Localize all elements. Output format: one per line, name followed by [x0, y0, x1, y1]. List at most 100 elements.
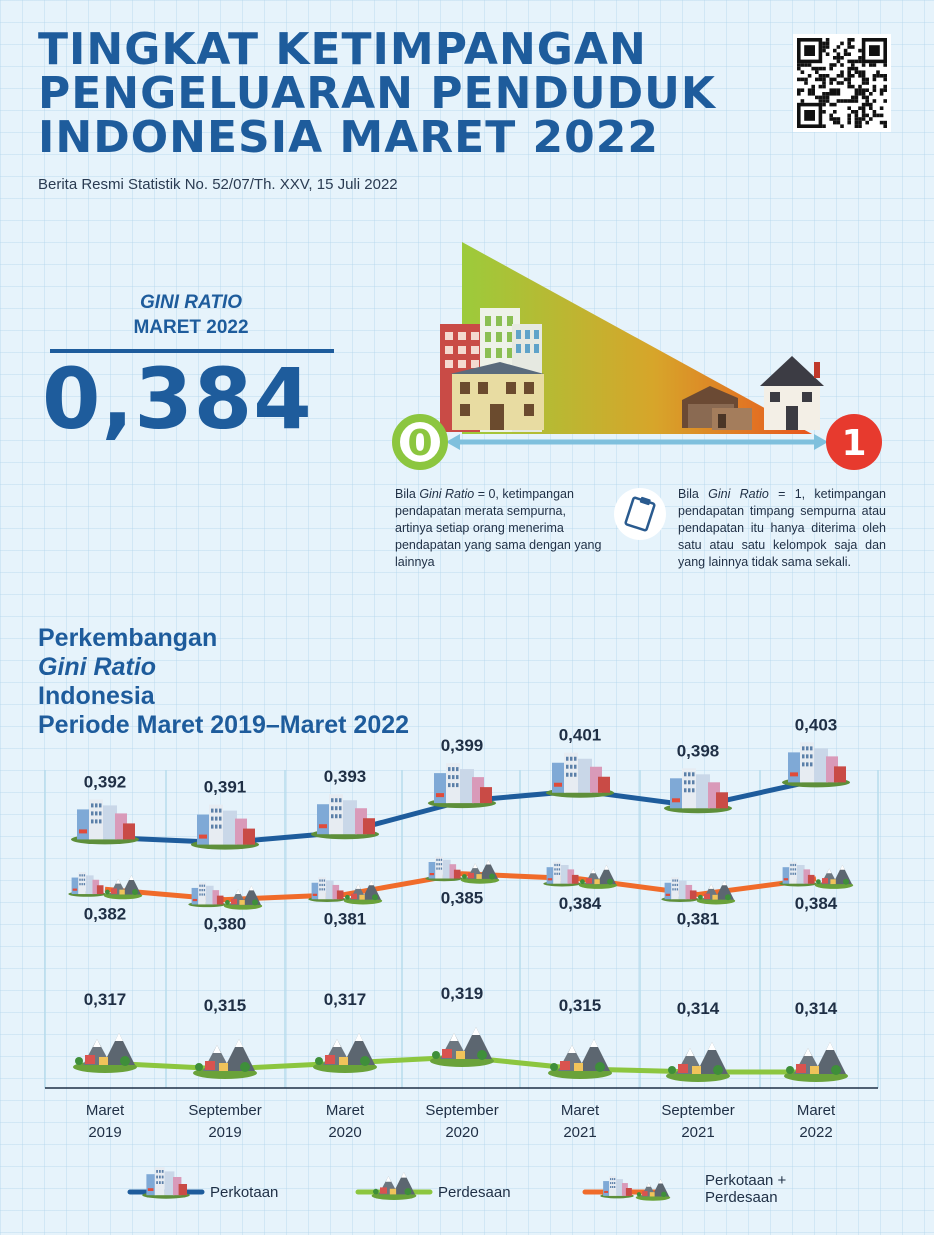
city-village-icon	[425, 856, 500, 884]
desc-gini-zero: Bila Gini Ratio = 0, ketimpangan pendapa…	[395, 486, 605, 571]
title-line-3: INDONESIA MARET 2022	[38, 112, 660, 163]
city-icon	[661, 877, 699, 902]
x-tick-label: September	[188, 1102, 261, 1119]
point-label-total: 0,381	[324, 909, 367, 928]
gini-divider	[50, 349, 334, 353]
section-title-post: Indonesia	[38, 682, 155, 710]
city-buildings-icon	[440, 308, 544, 432]
zero-label: 0	[407, 423, 432, 464]
x-tick-label: September	[661, 1102, 734, 1119]
point-label-perkotaan: 0,399	[441, 736, 484, 755]
village-icon	[635, 1179, 671, 1201]
point-label-perkotaan: 0,392	[84, 772, 127, 791]
desc-zero-pre: Bila	[395, 487, 420, 501]
point-label-total: 0,381	[677, 909, 720, 928]
gini-value: 0,384	[42, 350, 313, 448]
gini-label: GINI RATIO MARET 2022	[50, 290, 332, 340]
village-icon	[578, 864, 618, 889]
city-village-icon	[188, 882, 263, 910]
village-icon	[223, 885, 263, 910]
point-label-total: 0,380	[204, 915, 247, 934]
point-label-total: 0,384	[559, 894, 602, 913]
city-village-icon	[600, 1176, 671, 1201]
village-icon	[193, 1039, 257, 1079]
legend-item: Perkotaan	[127, 1167, 278, 1201]
desc-gini-one: Bila Gini Ratio = 1, ketimpangan pendapa…	[678, 486, 886, 571]
one-marker	[826, 414, 882, 470]
desc-one-pre: Bila	[678, 487, 709, 501]
point-label-perdesaan: 0,314	[677, 999, 720, 1018]
city-village-icon	[661, 877, 736, 905]
x-tick-label: September	[425, 1102, 498, 1119]
point-label-perdesaan: 0,317	[84, 990, 127, 1009]
point-label-perdesaan: 0,317	[324, 990, 367, 1009]
village-icon	[814, 864, 854, 889]
legend-label: Perdesaan	[438, 1184, 511, 1201]
city-icon	[191, 804, 259, 850]
x-tick-label: 2022	[799, 1124, 832, 1141]
point-label-perdesaan: 0,315	[559, 996, 602, 1015]
house-icon	[760, 356, 824, 430]
village-icon	[73, 1033, 137, 1073]
village-icon	[784, 1042, 848, 1082]
city-icon	[311, 794, 379, 840]
city-icon	[782, 742, 850, 788]
village-icon	[460, 859, 500, 884]
city-icon	[546, 752, 614, 798]
point-label-perdesaan: 0,314	[795, 999, 838, 1018]
title-line-1: TINGKAT KETIMPANGAN	[38, 24, 647, 75]
x-tick-label: 2020	[328, 1124, 361, 1141]
city-icon	[664, 768, 732, 814]
section-title-italic: Gini Ratio	[38, 653, 157, 681]
point-label-perkotaan: 0,398	[677, 741, 720, 760]
village-icon	[103, 875, 143, 900]
x-tick-label: Maret	[326, 1102, 365, 1119]
point-label-perkotaan: 0,391	[204, 778, 247, 797]
qr-code-icon[interactable]	[793, 34, 891, 132]
desc-zero-post: = 0, ketimpangan pendapatan merata sempu…	[395, 487, 602, 569]
city-village-icon	[543, 861, 618, 889]
city-icon	[779, 861, 817, 887]
x-tick-label: Maret	[561, 1102, 600, 1119]
village-icon	[313, 1033, 377, 1073]
city-icon	[600, 1176, 634, 1199]
x-tick-label: Maret	[86, 1102, 125, 1119]
section-title-pre: Perkembangan	[38, 624, 218, 652]
city-icon	[71, 799, 139, 845]
x-tick-label: 2019	[208, 1124, 241, 1141]
point-label-total: 0,382	[84, 904, 127, 923]
x-tick-label: 2020	[445, 1124, 478, 1141]
inequality-triangle	[462, 242, 812, 434]
village-icon	[371, 1172, 417, 1200]
desc-zero-italic: Gini Ratio	[419, 487, 475, 501]
gini-line-chart: 0,392 0,391 0,393 0,399 0,401 0,398 0,403 0,382…	[44, 715, 879, 1141]
city-icon	[308, 877, 346, 902]
zero-marker	[392, 414, 448, 470]
legend-label: Perkotaan	[210, 1184, 278, 1201]
legend-item: Perdesaan	[355, 1172, 511, 1201]
city-icon	[142, 1167, 190, 1199]
city-icon	[68, 872, 106, 897]
gini-label-period: MARET 2022	[133, 317, 249, 338]
point-label-perkotaan: 0,401	[559, 726, 602, 745]
village-icon	[430, 1027, 494, 1067]
desc-one-post: = 1, ketimpangan pendapatan timpang semp…	[678, 487, 886, 569]
legend-label: Perdesaan	[705, 1189, 778, 1206]
page-title: TINGKAT KETIMPANGAN PENGELUARAN PENDUDUK…	[38, 28, 716, 160]
city-icon	[428, 763, 496, 809]
x-tick-label: 2021	[681, 1124, 714, 1141]
city-icon	[543, 861, 581, 887]
x-tick-label: 2019	[88, 1124, 121, 1141]
point-label-perdesaan: 0,315	[204, 996, 247, 1015]
point-label-perkotaan: 0,393	[324, 767, 367, 786]
city-icon	[188, 882, 226, 908]
city-icon	[425, 856, 463, 882]
village-icon	[548, 1039, 612, 1079]
section-title-line-1: Perkembangan Gini Ratio Indonesia	[38, 624, 409, 711]
point-label-perdesaan: 0,319	[441, 984, 484, 1003]
gini-label-title: GINI RATIO	[139, 292, 243, 313]
city-village-icon	[308, 877, 383, 905]
village-icon	[343, 880, 383, 905]
x-tick-label: Maret	[797, 1102, 836, 1119]
